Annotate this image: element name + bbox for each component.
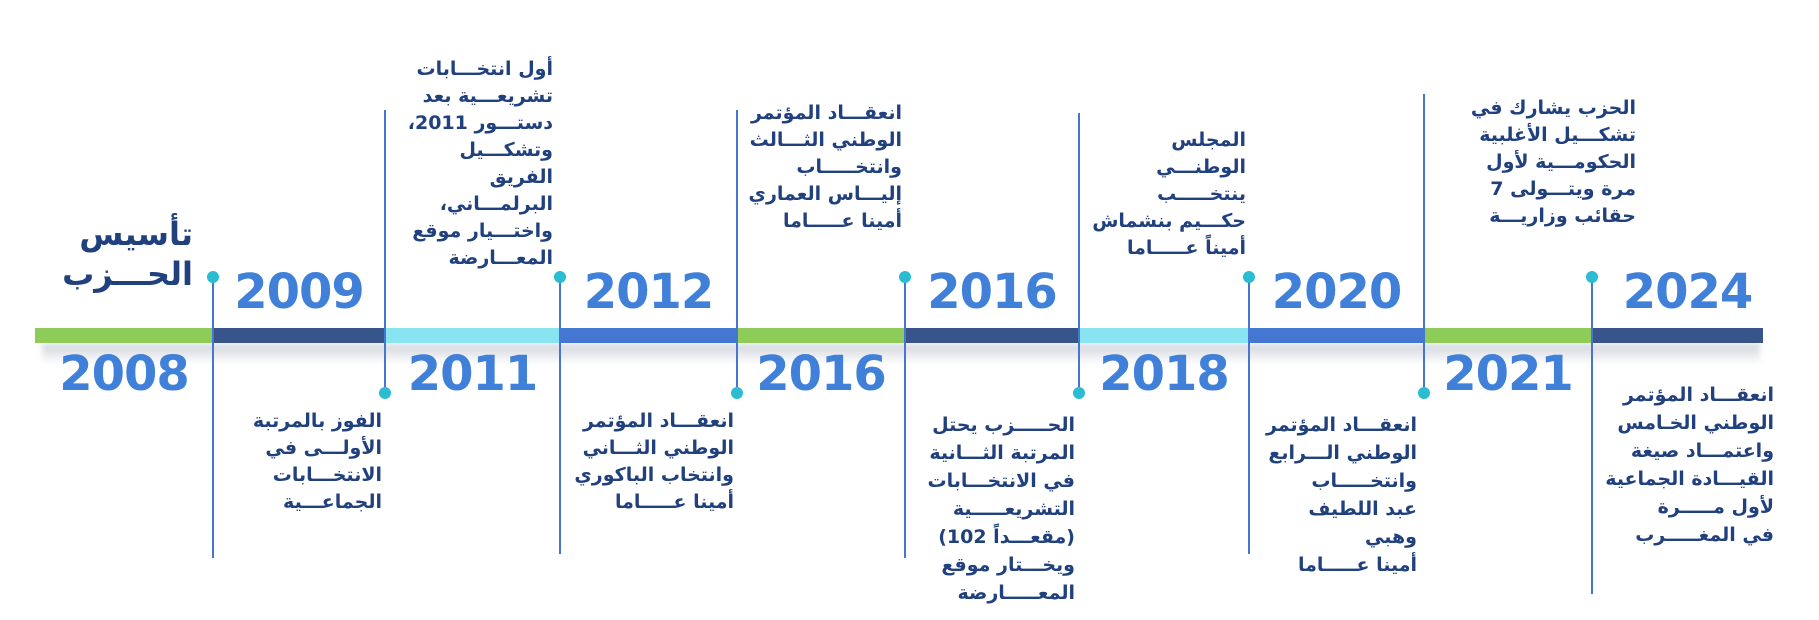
timeline-dot-2016-a bbox=[731, 387, 743, 399]
timeline-dot-2011 bbox=[379, 387, 391, 399]
timeline-segment-2024 bbox=[1592, 328, 1763, 343]
timeline-segment-2009 bbox=[213, 328, 385, 343]
event-description-2024: انعقـــاد المؤتمر الوطني الخـامس واعتمــ… bbox=[1605, 384, 1774, 546]
connector-2021 bbox=[1423, 94, 1425, 387]
connector-2020 bbox=[1248, 282, 1250, 554]
connector-2012 bbox=[559, 282, 561, 554]
year-label-2018: 2018 bbox=[1099, 346, 1230, 402]
year-label-2024: 2024 bbox=[1622, 264, 1754, 320]
event-description-2016-b: الحـــــزب يحتل المرتبة الثـــانية في ال… bbox=[927, 414, 1075, 604]
timeline-dot-2009 bbox=[207, 271, 219, 283]
timeline-dot-2020 bbox=[1243, 271, 1255, 283]
connector-2016-b bbox=[904, 282, 906, 558]
connector-2018 bbox=[1078, 113, 1080, 387]
timeline-segment-2008 bbox=[35, 328, 213, 343]
timeline-segment-2016-b bbox=[905, 328, 1079, 343]
event-description-2009: الفوز بالمرتبة الأولـــى في الانتخـــابا… bbox=[252, 410, 382, 513]
connector-2011 bbox=[384, 110, 386, 387]
timeline-segment-2011 bbox=[385, 328, 560, 343]
event-description-2018: المجلس الوطنـــي ينتخـــــب حكـــيم بنشم… bbox=[1092, 129, 1246, 259]
connector-2016-a bbox=[736, 110, 738, 387]
timeline-dot-2012 bbox=[554, 271, 566, 283]
timeline-segment-2021 bbox=[1424, 328, 1592, 343]
year-label-2011: 2011 bbox=[407, 346, 539, 402]
timeline-segment-2018 bbox=[1079, 328, 1249, 343]
connector-2009 bbox=[212, 282, 214, 558]
event-description-2011: أول انتخـــابات تشريعـــية بعد دستـــور … bbox=[407, 58, 553, 269]
year-label-2009: 2009 bbox=[234, 264, 365, 320]
timeline-dot-2024 bbox=[1586, 271, 1598, 283]
event-description-2016-a: انعقـــاد المؤتمر الوطني الثـــالث وانتخ… bbox=[748, 102, 902, 232]
timeline-segment-2012 bbox=[560, 328, 737, 343]
year-label-2008: 2008 bbox=[59, 346, 190, 402]
timeline-segment-2020 bbox=[1249, 328, 1424, 343]
year-label-2021: 2021 bbox=[1443, 346, 1574, 402]
timeline-dot-2021 bbox=[1418, 387, 1430, 399]
connector-2024 bbox=[1591, 282, 1593, 594]
timeline-segment-2016-a bbox=[737, 328, 905, 343]
page-title: تأسيس الحـــزب bbox=[62, 215, 193, 293]
event-description-2021: الحزب يشارك في تشكـــيل الأغلبية الحكومـ… bbox=[1470, 97, 1636, 227]
timeline-dot-2016-b bbox=[899, 271, 911, 283]
year-label-2012: 2012 bbox=[583, 264, 715, 320]
year-label-2016-b: 2016 bbox=[927, 264, 1058, 320]
event-description-2012: انعقـــاد المؤتمر الوطني الثـــاني وانتخ… bbox=[574, 410, 734, 513]
event-description-2020: انعقـــاد المؤتمر الوطني الـــرابع وانتخ… bbox=[1265, 414, 1417, 576]
year-label-2016-a: 2016 bbox=[756, 346, 887, 402]
timeline-dot-2018 bbox=[1073, 387, 1085, 399]
year-label-2020: 2020 bbox=[1271, 264, 1403, 320]
